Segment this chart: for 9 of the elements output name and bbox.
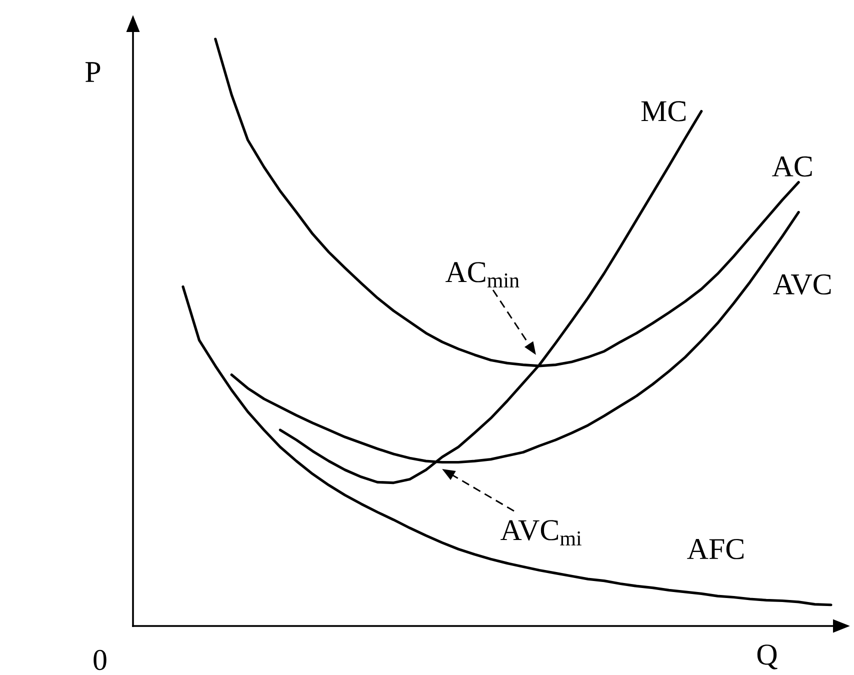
x-axis-title: Q	[757, 644, 778, 670]
series-label: AC	[772, 156, 812, 177]
y-axis-title: P	[86, 62, 100, 82]
series-label: AVC	[773, 274, 831, 295]
series-label: MC	[641, 101, 686, 122]
annotation: AVC$_{mi}$	[500, 520, 582, 546]
text: 0	[94, 650, 106, 670]
series-label: AFC	[687, 539, 744, 560]
annotation: AC$_{min}$	[446, 262, 520, 288]
